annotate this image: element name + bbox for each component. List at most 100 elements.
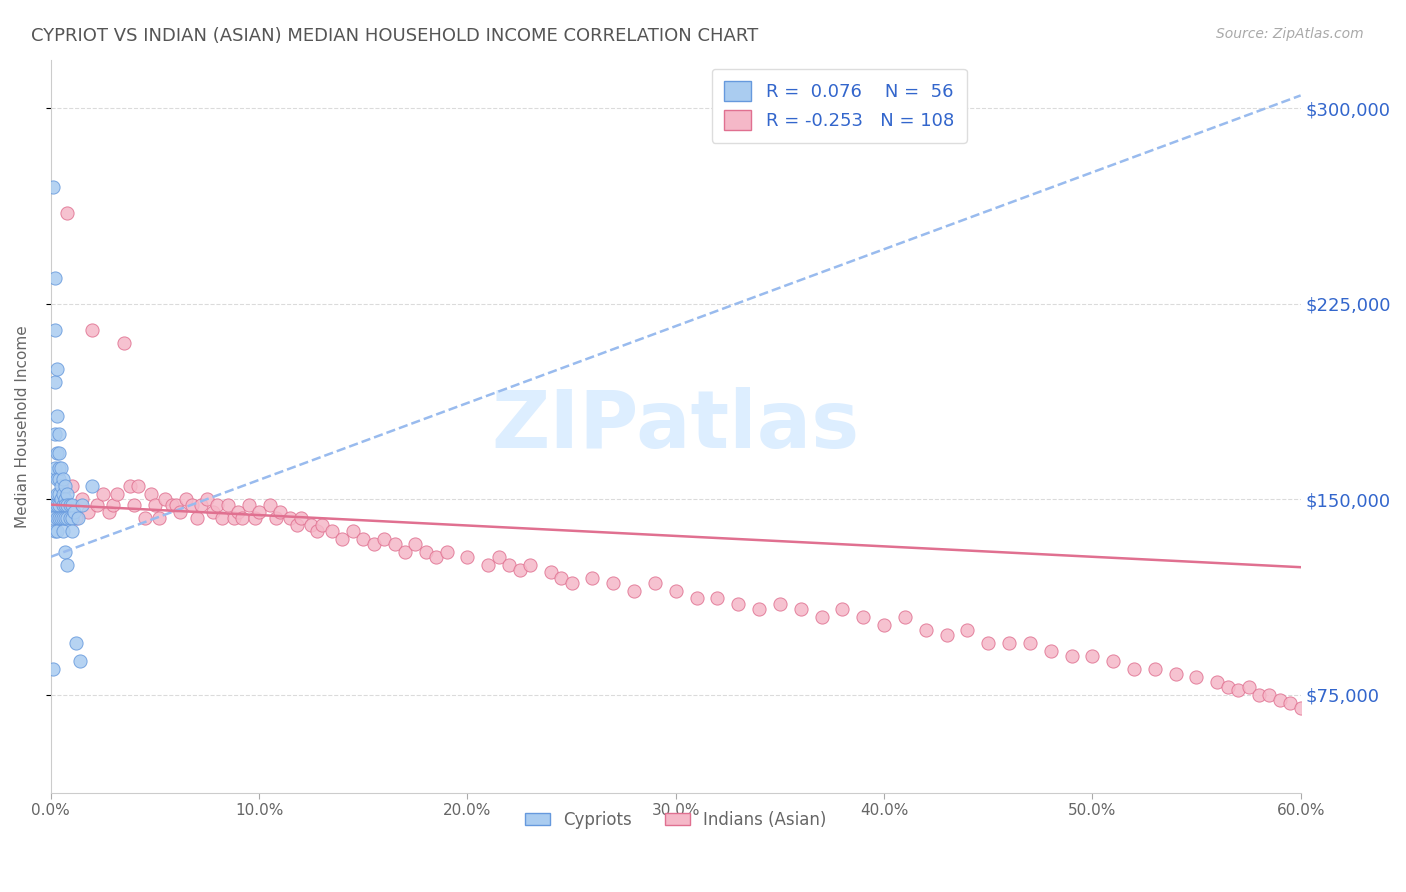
Point	[51, 479, 73, 493]
Point	[831, 602, 853, 616]
Point	[46, 472, 69, 486]
Point	[1206, 674, 1229, 689]
Point	[332, 532, 354, 546]
Point	[44, 375, 66, 389]
Point	[550, 571, 572, 585]
Point	[46, 487, 69, 501]
Point	[1227, 682, 1250, 697]
Point	[1018, 636, 1040, 650]
Point	[60, 524, 83, 538]
Point	[42, 662, 65, 676]
Point	[363, 537, 385, 551]
Point	[1185, 670, 1208, 684]
Point	[477, 558, 499, 572]
Point	[56, 510, 79, 524]
Point	[70, 498, 93, 512]
Point	[48, 461, 70, 475]
Point	[62, 506, 84, 520]
Point	[224, 510, 246, 524]
Point	[44, 323, 66, 337]
Point	[519, 558, 541, 572]
Point	[42, 498, 65, 512]
Point	[44, 461, 66, 475]
Point	[55, 492, 77, 507]
Point	[42, 510, 65, 524]
Point	[894, 609, 917, 624]
Point	[58, 510, 80, 524]
Point	[238, 498, 260, 512]
Text: CYPRIOT VS INDIAN (ASIAN) MEDIAN HOUSEHOLD INCOME CORRELATION CHART: CYPRIOT VS INDIAN (ASIAN) MEDIAN HOUSEHO…	[31, 27, 758, 45]
Point	[127, 479, 149, 493]
Point	[48, 510, 70, 524]
Point	[195, 492, 218, 507]
Point	[46, 362, 69, 376]
Point	[139, 487, 162, 501]
Point	[190, 498, 212, 512]
Point	[311, 518, 333, 533]
Point	[44, 498, 66, 512]
Point	[56, 558, 79, 572]
Point	[243, 510, 266, 524]
Point	[623, 583, 645, 598]
Point	[290, 510, 312, 524]
Point	[1123, 662, 1146, 676]
Legend: Cypriots, Indians (Asian): Cypriots, Indians (Asian)	[517, 805, 834, 836]
Point	[48, 472, 70, 486]
Point	[269, 506, 291, 520]
Point	[52, 524, 75, 538]
Point	[51, 461, 73, 475]
Point	[748, 602, 770, 616]
Point	[98, 506, 121, 520]
Point	[384, 537, 406, 551]
Point	[415, 544, 437, 558]
Point	[112, 336, 135, 351]
Point	[789, 602, 811, 616]
Point	[231, 510, 253, 524]
Point	[727, 597, 749, 611]
Point	[456, 549, 478, 564]
Point	[1247, 688, 1270, 702]
Point	[342, 524, 364, 538]
Point	[44, 427, 66, 442]
Point	[65, 636, 87, 650]
Point	[1258, 688, 1281, 702]
Point	[134, 510, 156, 524]
Point	[425, 549, 447, 564]
Point	[66, 510, 89, 524]
Point	[1143, 662, 1166, 676]
Point	[873, 617, 896, 632]
Point	[169, 506, 191, 520]
Point	[977, 636, 1000, 650]
Point	[46, 445, 69, 459]
Point	[69, 654, 91, 668]
Point	[540, 566, 562, 580]
Point	[280, 510, 302, 524]
Point	[498, 558, 520, 572]
Point	[404, 537, 426, 551]
Point	[82, 323, 104, 337]
Point	[52, 498, 75, 512]
Point	[181, 498, 204, 512]
Point	[1279, 696, 1302, 710]
Point	[42, 179, 65, 194]
Point	[60, 498, 83, 512]
Point	[211, 510, 233, 524]
Point	[1081, 648, 1104, 663]
Point	[51, 510, 73, 524]
Point	[1039, 643, 1062, 657]
Point	[60, 510, 83, 524]
Point	[77, 506, 100, 520]
Point	[55, 498, 77, 512]
Point	[52, 472, 75, 486]
Point	[122, 498, 145, 512]
Point	[165, 498, 187, 512]
Point	[914, 623, 936, 637]
Point	[103, 498, 125, 512]
Point	[852, 609, 875, 624]
Point	[52, 510, 75, 524]
Point	[644, 575, 666, 590]
Point	[51, 498, 73, 512]
Point	[160, 498, 183, 512]
Text: Source: ZipAtlas.com: Source: ZipAtlas.com	[1216, 27, 1364, 41]
Point	[706, 591, 728, 606]
